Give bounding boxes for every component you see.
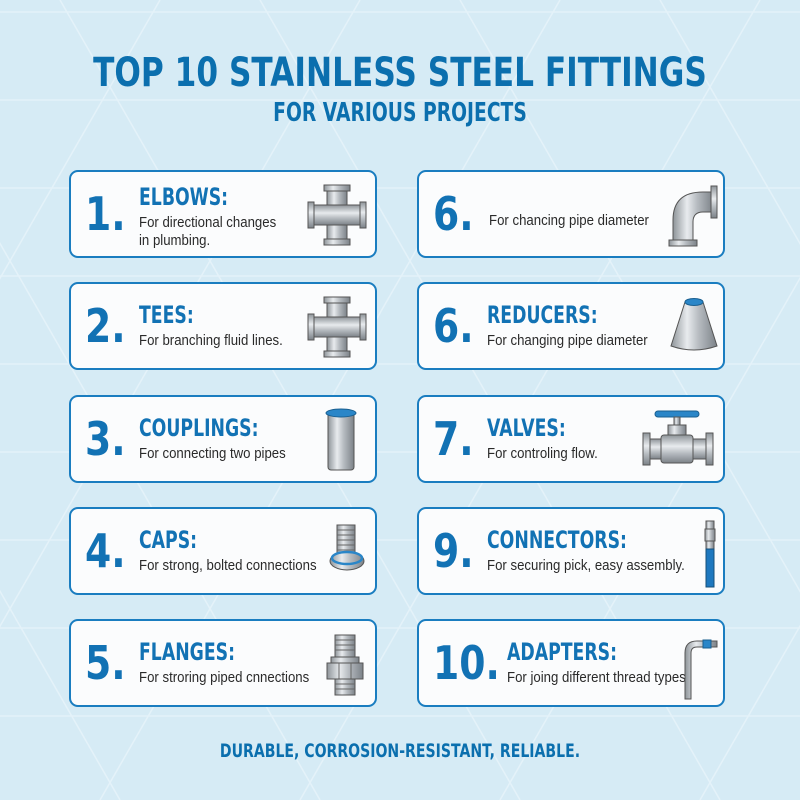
page-title: TOP 10 STAINLESS STEEL FITTINGS bbox=[93, 50, 707, 96]
cross-fitting-icon bbox=[307, 296, 367, 358]
fitting-card-valves: 7. VALVES: For controling flow. bbox=[417, 395, 725, 483]
fitting-card-caps: 4. CAPS: For strong, bolted connections bbox=[69, 507, 377, 595]
fitting-card-flanges: 5. FLANGES: For stroring piped cnnection… bbox=[69, 619, 377, 707]
footer-tagline: DURABLE, CORROSION-RESISTANT, RELIABLE. bbox=[219, 740, 581, 762]
item-name: VALVES: bbox=[487, 414, 566, 442]
fitting-card-elbow-90: 6. For chancing pipe diameter bbox=[417, 170, 725, 258]
page-subtitle: FOR VARIOUS PROJECTS bbox=[273, 98, 527, 128]
item-description: For chancing pipe diameter bbox=[489, 212, 649, 229]
elbow-90-icon bbox=[668, 185, 718, 247]
item-description: For securing pick, easy assembly. bbox=[487, 557, 685, 574]
item-number: 6. bbox=[433, 299, 474, 353]
fitting-card-tees: 2. TEES: For branching fluid lines. bbox=[69, 282, 377, 370]
hose-connector-icon bbox=[704, 520, 716, 588]
item-number: 6. bbox=[433, 187, 474, 241]
reducer-cone-icon bbox=[670, 298, 718, 351]
bent-pipe-adapter-icon bbox=[684, 639, 718, 700]
item-description-line2: in plumbing. bbox=[139, 232, 211, 249]
item-description: For strong, bolted connections bbox=[139, 557, 317, 574]
item-number: 7. bbox=[433, 412, 474, 466]
fitting-card-adapters: 10. ADAPTERS: For joing different thread… bbox=[417, 619, 725, 707]
item-number: 5. bbox=[85, 636, 126, 690]
item-description: For stroring piped cnnections bbox=[139, 669, 310, 686]
item-number: 2. bbox=[85, 299, 126, 353]
item-name: CAPS: bbox=[139, 526, 198, 554]
fitting-card-connectors: 9. CONNECTORS: For securing pick, easy a… bbox=[417, 507, 725, 595]
fitting-card-reducers: 6. REDUCERS: For changing pipe diameter bbox=[417, 282, 725, 370]
valve-icon bbox=[642, 410, 714, 466]
item-name: REDUCERS: bbox=[487, 301, 598, 329]
item-name: TEES: bbox=[139, 301, 194, 329]
fitting-card-couplings: 3. COUPLINGS: For connecting two pipes bbox=[69, 395, 377, 483]
item-name: ADAPTERS: bbox=[507, 638, 618, 666]
item-description: For branching fluid lines. bbox=[139, 332, 283, 349]
item-number: 1. bbox=[85, 187, 126, 241]
item-name: ELBOWS: bbox=[139, 183, 229, 211]
fitting-card-elbows: 1. ELBOWS: For directional changes in pl… bbox=[69, 170, 377, 258]
item-description: For connecting two pipes bbox=[139, 445, 286, 462]
hex-nipple-icon bbox=[326, 634, 364, 696]
coupling-cylinder-icon bbox=[325, 408, 357, 471]
item-number: 10. bbox=[433, 636, 500, 690]
item-description: For controling flow. bbox=[487, 445, 598, 462]
item-number: 3. bbox=[85, 412, 126, 466]
cross-fitting-icon bbox=[307, 184, 367, 246]
item-description: For joing different thread types bbox=[507, 669, 686, 686]
item-name: CONNECTORS: bbox=[487, 526, 627, 554]
item-name: COUPLINGS: bbox=[139, 414, 259, 442]
item-number: 9. bbox=[433, 524, 474, 578]
item-number: 4. bbox=[85, 524, 126, 578]
item-name: FLANGES: bbox=[139, 638, 235, 666]
item-description: For directional changes bbox=[139, 214, 277, 231]
bolt-cap-icon bbox=[329, 524, 365, 571]
item-description: For changing pipe diameter bbox=[487, 332, 648, 349]
